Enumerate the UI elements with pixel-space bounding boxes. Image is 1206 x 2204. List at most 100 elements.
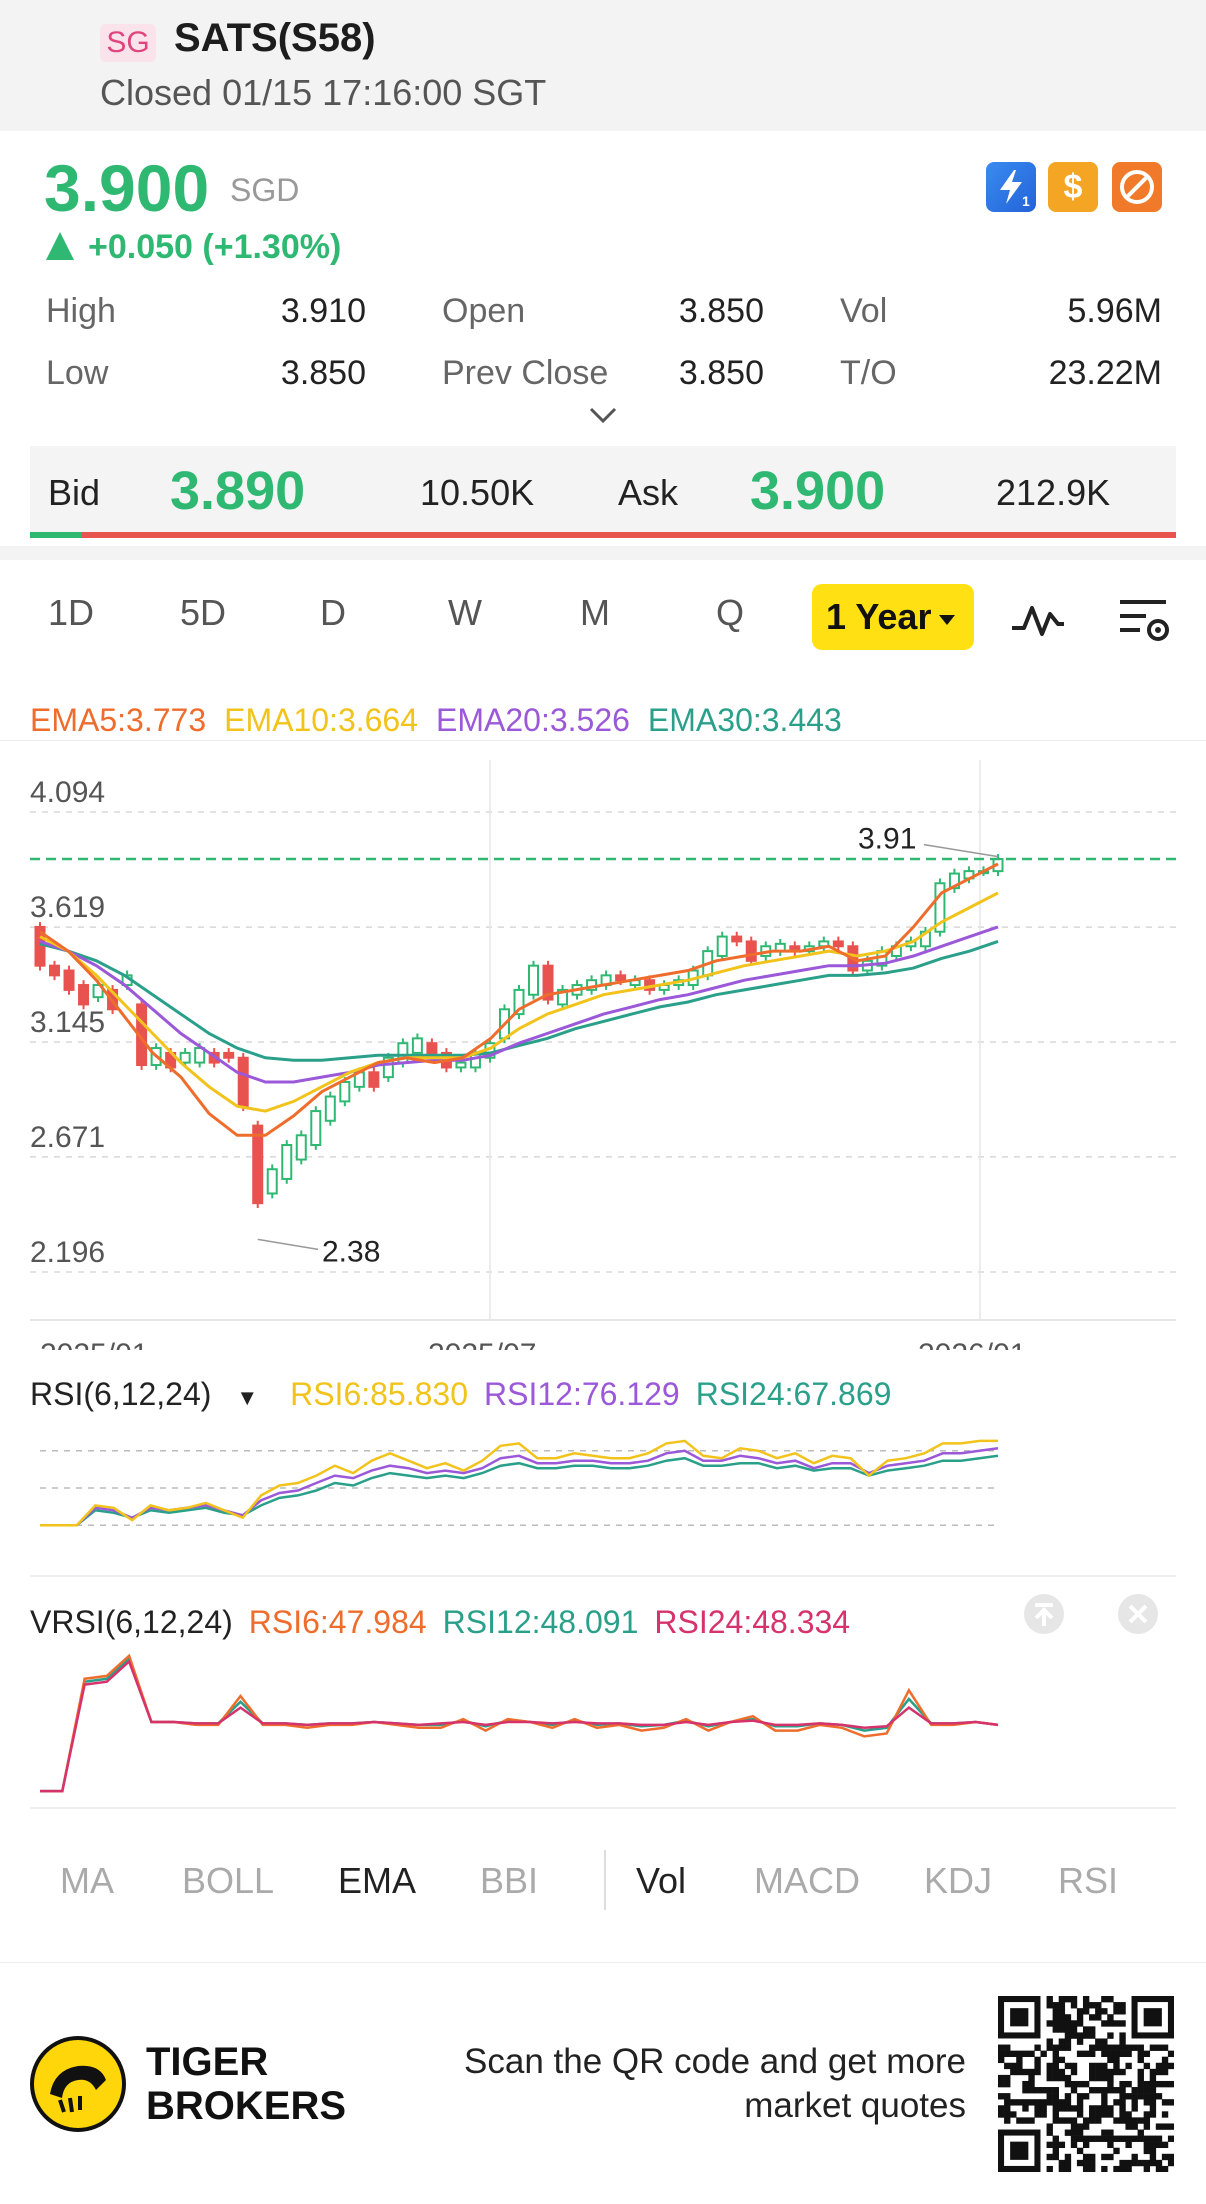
qr-module: [1107, 2153, 1114, 2161]
qr-module: [998, 2105, 1005, 2112]
qr-module: [1089, 2032, 1096, 2039]
high-value: 3.910: [280, 292, 366, 330]
qr-module: [1004, 2062, 1011, 2070]
qr-module: [1082, 2123, 1090, 2130]
candle-body: [455, 1061, 467, 1069]
indicator-line-icon[interactable]: [1010, 598, 1066, 642]
vrsi12-line: [40, 1656, 999, 1793]
close-icon[interactable]: [1116, 1592, 1160, 1636]
tab-day[interactable]: D: [320, 592, 346, 633]
qr-module: [1022, 2099, 1029, 2106]
market-badge: SG: [100, 24, 156, 62]
tab-kdj[interactable]: KDJ: [924, 1860, 993, 1901]
qr-module: [1004, 2093, 1011, 2100]
indicator-tab-bar: MA BOLL EMA BBI Vol MACD KDJ RSI: [0, 1850, 1206, 1930]
qr-module: [1016, 2056, 1023, 2064]
qr-module: [1113, 2135, 1120, 2142]
qr-module: [1167, 2080, 1174, 2088]
tab-1-year-label: 1 Year: [826, 596, 932, 637]
rsi-chart[interactable]: [0, 1410, 1206, 1580]
qr-module: [1004, 2044, 1011, 2051]
tab-rsi[interactable]: RSI: [1058, 1860, 1119, 1901]
qr-module: [1119, 2002, 1126, 2009]
qr-module: [1076, 2147, 1084, 2155]
qr-module: [1046, 2002, 1053, 2009]
tab-vol[interactable]: Vol: [636, 1860, 687, 1901]
ask-size: 212.9K: [996, 472, 1111, 513]
no-short-icon[interactable]: [1112, 162, 1162, 212]
qr-module: [1076, 2105, 1084, 2112]
qr-module: [1022, 2117, 1029, 2124]
qr-module: [1149, 2074, 1157, 2082]
qr-module: [1058, 2141, 1066, 2149]
qr-module: [1058, 2014, 1066, 2021]
qr-module: [1101, 2050, 1108, 2057]
chart-settings-icon[interactable]: [1116, 594, 1172, 646]
qr-module: [1052, 2147, 1059, 2155]
qr-module: [1040, 2105, 1047, 2112]
qr-module: [1167, 2123, 1174, 2130]
qr-module: [1095, 2068, 1102, 2076]
qr-module: [1119, 2050, 1126, 2057]
high-marker-label: 3.91: [858, 823, 916, 856]
qr-module: [1101, 2129, 1108, 2136]
market-status: Closed 01/15 17:16:00 SGT: [100, 72, 547, 113]
tab-ema[interactable]: EMA: [338, 1860, 417, 1901]
qr-module: [1046, 2044, 1053, 2051]
high-label: High: [46, 292, 116, 330]
qr-module: [1119, 2044, 1126, 2051]
qr-module: [1161, 2141, 1169, 2149]
tab-quarter[interactable]: Q: [716, 592, 745, 633]
qr-module: [1082, 2008, 1090, 2015]
tab-ma[interactable]: MA: [60, 1860, 114, 1901]
rsi-title[interactable]: RSI(6,12,24) ▼: [30, 1376, 259, 1412]
qr-module: [1143, 2080, 1151, 2088]
flash-icon[interactable]: 1: [986, 162, 1036, 212]
qr-module: [1010, 2111, 1017, 2118]
dollar-icon[interactable]: $: [1048, 162, 1098, 212]
qr-module: [1101, 2044, 1108, 2051]
qr-module: [1070, 2135, 1078, 2142]
qr-module: [1070, 2080, 1078, 2088]
qr-module: [1076, 2038, 1084, 2045]
brand-name: TIGER BROKERS: [146, 2040, 346, 2128]
candle-body: [557, 988, 569, 1006]
qr-module: [1028, 2087, 1035, 2094]
prev-close-label: Prev Close: [442, 354, 609, 392]
qr-module: [1155, 2159, 1163, 2167]
qr-module: [1076, 2123, 1084, 2130]
tab-1d[interactable]: 1D: [48, 592, 95, 633]
tab-month[interactable]: M: [580, 592, 610, 633]
caret-down-icon: ▼: [236, 1385, 259, 1410]
tab-bbi[interactable]: BBI: [480, 1860, 539, 1901]
qr-module: [1143, 2062, 1151, 2070]
qr-module: [1143, 2141, 1151, 2149]
chevron-down-icon[interactable]: [588, 405, 618, 425]
pin-top-icon[interactable]: [1022, 1592, 1066, 1636]
qr-module: [998, 2044, 1005, 2051]
qr-module: [1125, 2062, 1132, 2070]
qr-module: [1070, 2123, 1078, 2130]
qr-module: [1076, 2099, 1084, 2106]
candle-body: [513, 988, 525, 1016]
vol-value: 5.96M: [1067, 292, 1163, 330]
vrsi-chart[interactable]: [0, 1640, 1206, 1810]
tab-macd[interactable]: MACD: [754, 1860, 860, 1901]
candle-body: [339, 1080, 351, 1103]
y-tick-label: 3.145: [30, 1006, 105, 1039]
price-chart[interactable]: 4.094 3.619 3.145 2.671 2.196 2025/01 2025/07 2…: [0, 740, 1206, 1350]
qr-module: [1131, 2123, 1138, 2130]
candle-body: [934, 882, 946, 933]
tab-1-year-dropdown[interactable]: 1 Year: [812, 584, 974, 650]
qr-module: [1058, 2038, 1066, 2045]
tab-week[interactable]: W: [448, 592, 482, 633]
low-label: Low: [46, 354, 109, 392]
tab-boll[interactable]: BOLL: [182, 1860, 275, 1901]
qr-module: [1137, 2044, 1144, 2051]
qr-module: [1149, 2111, 1157, 2118]
qr-module: [1119, 2135, 1126, 2142]
qr-module: [1125, 2165, 1132, 2172]
ema20-value: EMA20:3.526: [436, 702, 630, 738]
qr-module: [1070, 2026, 1078, 2033]
tab-5d[interactable]: 5D: [180, 592, 227, 633]
